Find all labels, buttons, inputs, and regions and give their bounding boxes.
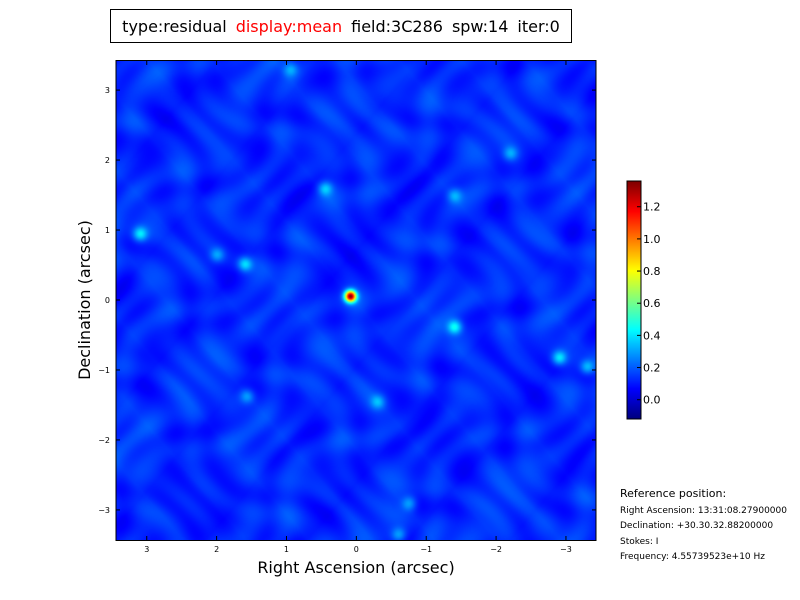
- colorbar-tick-label: 0.2: [643, 362, 661, 375]
- y-tick-label: 1: [105, 226, 110, 235]
- x-tick-label: −2: [490, 545, 502, 554]
- bright-feature-12: [287, 66, 293, 72]
- bright-feature-7: [322, 185, 328, 191]
- bright-feature-14: [395, 531, 401, 537]
- title-iter: iter:0: [517, 16, 560, 36]
- plot-title-box: type:residual display:mean field:3C286 s…: [110, 9, 572, 43]
- y-tick-label: 3: [105, 86, 110, 95]
- colorbar-tick-label: 0.8: [643, 265, 661, 278]
- reference-info: Reference position: Right Ascension: 13:…: [620, 486, 787, 566]
- colorbar-frame: [626, 180, 642, 420]
- x-tick-label: 2: [214, 545, 219, 554]
- title-field: field:3C286: [351, 16, 443, 36]
- bright-feature-3: [584, 363, 590, 369]
- colorbar-tick-label: 1.2: [643, 201, 661, 214]
- reference-heading: Reference position:: [620, 487, 727, 500]
- reference-frequency: Frequency: 4.55739523e+10 Hz: [620, 552, 766, 562]
- colorbar-tick-label: 0.0: [643, 394, 661, 407]
- title-spw: spw:14: [451, 16, 509, 36]
- bright-feature-6: [214, 252, 220, 258]
- y-tick-label: 0: [105, 296, 110, 305]
- bright-feature-11: [374, 398, 380, 404]
- colorbar-tick-label: 0.4: [643, 329, 661, 342]
- y-axis-label: Declination (arcsec): [75, 220, 94, 380]
- colorbar-gradient: [627, 181, 641, 419]
- reference-ra: Right Ascension: 13:31:08.27900000: [620, 505, 787, 516]
- bright-feature-5: [242, 261, 248, 267]
- x-tick-label: 0: [354, 545, 359, 554]
- x-tick-label: 1: [284, 545, 289, 554]
- y-tick-label: 2: [105, 156, 110, 165]
- bright-feature-4: [137, 231, 143, 237]
- title-display: display:mean: [235, 16, 343, 36]
- y-tick-label: −2: [98, 436, 110, 445]
- x-tick-label: −3: [560, 545, 572, 554]
- plot-frame: [115, 60, 597, 541]
- y-tick-label: −3: [98, 506, 110, 515]
- reference-dec: Declination: +30.30.32.88200000: [620, 521, 774, 531]
- title-type: type:residual: [122, 16, 227, 36]
- bright-feature-10: [244, 393, 250, 399]
- y-tick-label: −1: [98, 366, 110, 375]
- colorbar-tick-label: 1.0: [643, 233, 661, 246]
- bright-feature-0: [347, 293, 353, 299]
- bright-feature-8: [451, 192, 457, 198]
- bright-feature-2: [556, 354, 562, 360]
- x-tick-label: 3: [144, 545, 149, 554]
- colorbar-tick-label: 0.6: [643, 297, 661, 310]
- x-axis-label: Right Ascension (arcsec): [257, 558, 454, 577]
- x-tick-label: −1: [420, 545, 432, 554]
- bright-feature-1: [451, 324, 457, 330]
- bright-feature-9: [406, 500, 412, 506]
- bright-feature-13: [507, 150, 513, 156]
- reference-stokes: Stokes: I: [620, 536, 659, 547]
- residual-image: [116, 60, 596, 540]
